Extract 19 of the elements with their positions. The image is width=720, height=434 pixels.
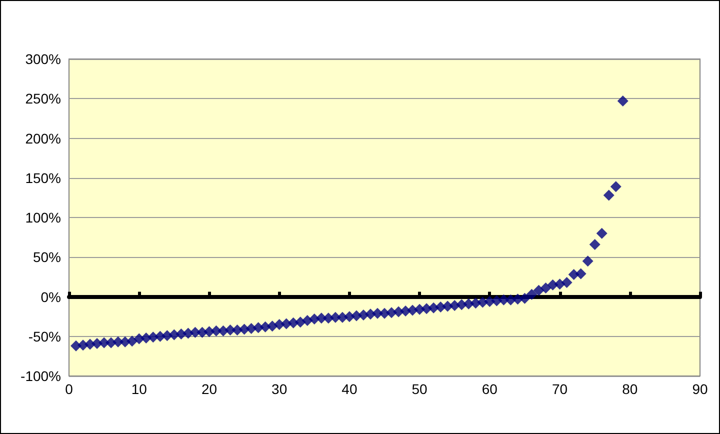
x-tick-label: 0: [65, 381, 74, 397]
y-tick-label: 250%: [25, 90, 61, 107]
x-tick-label: 10: [131, 381, 148, 397]
x-tick-label: 50: [412, 381, 428, 397]
y-tick-label: 150%: [25, 170, 61, 186]
x-tick-label: 20: [201, 381, 218, 397]
y-tick-label: 100%: [25, 210, 61, 226]
y-tick-label: -50%: [28, 328, 61, 344]
x-tick-label: 40: [342, 381, 358, 397]
y-tick-label: -100%: [20, 368, 61, 384]
y-tick-label: 0%: [40, 288, 61, 305]
y-tick-label: 300%: [25, 51, 61, 67]
x-tick-label: 70: [552, 381, 568, 397]
x-tick-label: 90: [692, 381, 708, 397]
y-tick-label: 200%: [25, 130, 61, 146]
x-tick-label: 60: [482, 381, 498, 397]
x-tick-label: 80: [622, 381, 638, 397]
x-tick-label: 30: [272, 381, 288, 397]
y-tick-label: 50%: [32, 249, 61, 266]
